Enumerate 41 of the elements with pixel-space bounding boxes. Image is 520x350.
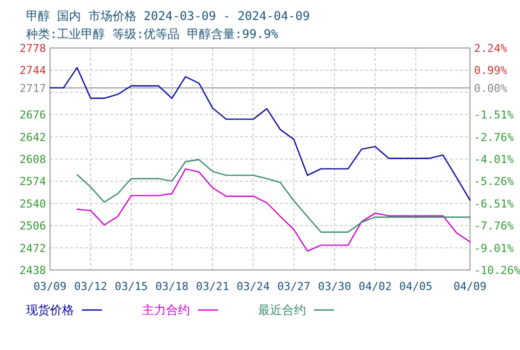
legend-label: 现货价格 [26,303,74,317]
y2-tick-label: -6.51% [474,197,514,210]
x-tick-label: 03/12 [74,280,108,293]
y-tick-label: 2472 [20,242,46,255]
line-series [76,159,471,233]
x-tick-label: 04/02 [358,280,392,293]
legend-label: 最近合约 [258,303,306,317]
legend-label: 主力合约 [142,303,190,317]
x-tick-label: 04/05 [399,280,432,293]
y2-tick-label: 0.00% [474,82,508,95]
y-tick-label: 2778 [20,42,46,55]
y-tick-label: 2608 [20,153,46,166]
y2-tick-label: -9.01% [474,242,514,255]
x-tick-label: 03/21 [196,280,230,293]
chart-subtitle: 种类:工业甲醇 等级:优等品 甲醇含量:99.9% [26,27,280,41]
x-tick-label: 03/24 [236,280,270,293]
line-series [76,168,471,252]
y2-tick-label: -5.26% [474,175,514,188]
y-tick-label: 2676 [20,108,46,122]
y2-tick-label: -2.76% [474,130,514,144]
x-tick-label: 03/09 [33,280,67,293]
x-tick-label: 03/15 [114,280,148,293]
x-tick-label: 03/30 [318,280,352,293]
y2-tick-label: -7.76% [474,220,514,233]
y-tick-label: 2438 [20,264,46,277]
x-tick-label: 03/27 [277,280,310,293]
y2-tick-label: -4.01% [474,153,514,166]
x-tick-label: 04/09 [453,280,487,293]
chart-title: 甲醇 国内 市场价格 2024-03-09 - 2024-04-09 [26,9,310,23]
y-tick-label: 2744 [20,64,46,78]
x-tick-label: 03/18 [155,280,188,293]
y-tick-label: 2642 [20,130,46,144]
y2-tick-label: -1.51% [474,108,514,122]
y-tick-label: 2717 [20,82,46,95]
y-tick-label: 2574 [20,175,46,188]
line-series [49,66,471,201]
y2-tick-label: -10.26% [474,264,520,277]
y2-tick-label: 2.24% [474,42,508,55]
y2-tick-label: 0.99% [474,64,508,78]
y-tick-label: 2506 [20,220,46,233]
y-tick-label: 2540 [20,197,46,210]
